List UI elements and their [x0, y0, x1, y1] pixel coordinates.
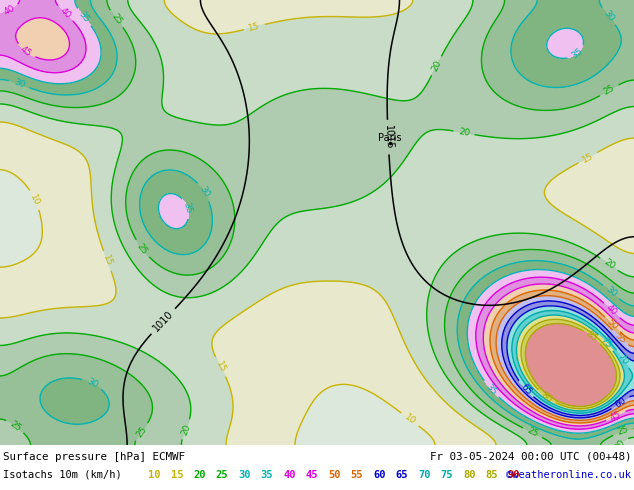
Text: 10: 10 [148, 470, 160, 480]
Text: 90: 90 [508, 470, 521, 480]
Text: 15: 15 [171, 470, 183, 480]
Text: 35: 35 [181, 201, 193, 215]
Text: 25: 25 [616, 425, 630, 437]
Text: 20: 20 [602, 257, 616, 271]
Text: 10: 10 [29, 193, 41, 207]
Text: 30: 30 [238, 470, 250, 480]
Text: 20: 20 [613, 438, 627, 452]
Text: 65: 65 [396, 470, 408, 480]
Text: 40: 40 [605, 303, 619, 318]
Text: 25: 25 [110, 12, 124, 26]
Text: 20: 20 [193, 470, 205, 480]
Text: 30: 30 [602, 9, 616, 24]
Text: 45: 45 [19, 44, 33, 58]
Text: 30: 30 [604, 285, 618, 299]
Text: 25: 25 [602, 84, 616, 97]
Text: 65: 65 [519, 382, 533, 396]
Text: 30: 30 [12, 78, 26, 90]
Text: 35: 35 [484, 382, 498, 396]
Text: 15: 15 [101, 254, 113, 268]
Text: 85: 85 [585, 330, 599, 344]
Text: 40: 40 [3, 4, 16, 17]
Text: 1015: 1015 [382, 124, 394, 149]
Text: 15: 15 [581, 151, 595, 164]
Text: 45: 45 [306, 470, 318, 480]
Text: 15: 15 [214, 360, 227, 374]
Text: Surface pressure [hPa] ECMWF: Surface pressure [hPa] ECMWF [3, 452, 185, 462]
Text: 10: 10 [403, 413, 417, 426]
Text: 55: 55 [351, 470, 363, 480]
Text: 50: 50 [328, 470, 340, 480]
Text: 45: 45 [609, 409, 623, 422]
Text: 70: 70 [418, 470, 430, 480]
Text: ©weatheronline.co.uk: ©weatheronline.co.uk [506, 470, 631, 480]
Text: 80: 80 [540, 390, 554, 404]
Text: Isotachs 10m (km/h): Isotachs 10m (km/h) [3, 470, 122, 480]
Text: 60: 60 [613, 395, 628, 410]
Text: 40: 40 [58, 6, 72, 21]
Text: 25: 25 [216, 470, 228, 480]
Text: 30: 30 [197, 185, 211, 199]
Text: 75: 75 [441, 470, 453, 480]
Text: 70: 70 [616, 352, 630, 367]
Text: 25: 25 [134, 424, 148, 439]
Text: 1010: 1010 [151, 309, 175, 334]
Text: Paris: Paris [378, 133, 402, 144]
Text: 55: 55 [612, 331, 627, 345]
Text: 20: 20 [179, 422, 192, 436]
Text: 25: 25 [526, 426, 540, 439]
Text: 75: 75 [599, 335, 613, 350]
Text: 85: 85 [486, 470, 498, 480]
Text: 20: 20 [430, 59, 443, 73]
Text: 25: 25 [135, 242, 149, 256]
Text: 50: 50 [605, 317, 619, 332]
Text: 25: 25 [8, 419, 23, 433]
Text: 35: 35 [77, 10, 91, 24]
Text: 40: 40 [283, 470, 295, 480]
Text: 20: 20 [458, 127, 470, 138]
Text: Fr 03-05-2024 00:00 UTC (00+48): Fr 03-05-2024 00:00 UTC (00+48) [429, 452, 631, 462]
Text: 35: 35 [261, 470, 273, 480]
Text: 30: 30 [85, 377, 100, 390]
Text: 60: 60 [373, 470, 385, 480]
Text: 80: 80 [463, 470, 476, 480]
Text: 35: 35 [570, 47, 585, 61]
Text: 15: 15 [247, 21, 261, 33]
